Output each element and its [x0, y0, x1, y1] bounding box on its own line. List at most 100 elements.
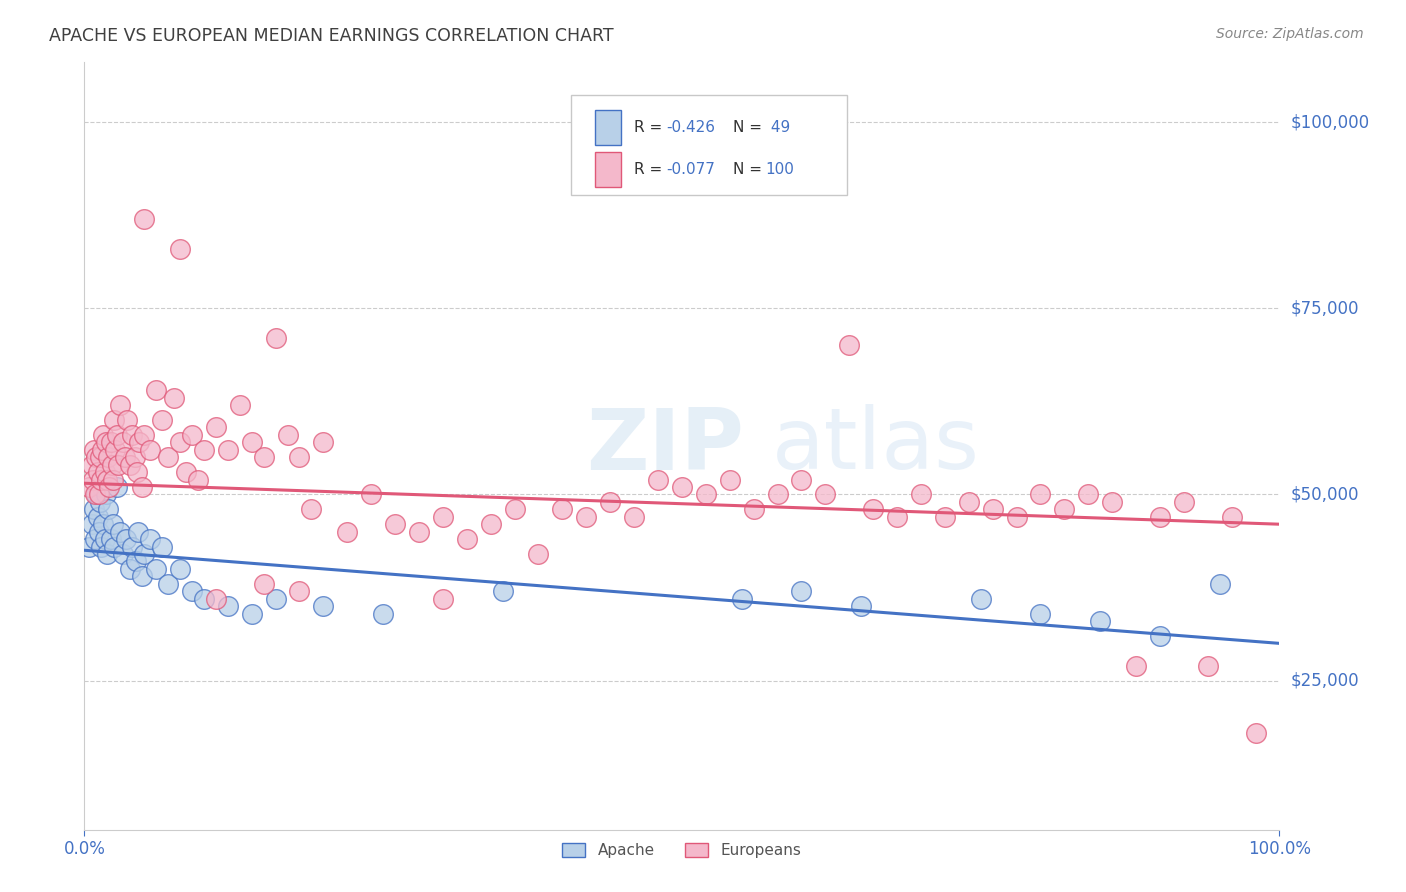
Point: [814, 487, 837, 501]
Point: [107, 458, 129, 472]
Point: [492, 584, 515, 599]
Point: [86, 509, 108, 524]
Point: [1149, 629, 1171, 643]
Point: [77, 540, 100, 554]
Point: [132, 211, 156, 226]
Point: [101, 473, 124, 487]
Point: [981, 502, 1004, 516]
Point: [647, 473, 669, 487]
Point: [1220, 509, 1243, 524]
Point: [121, 427, 143, 442]
Point: [240, 435, 263, 450]
Point: [118, 562, 141, 576]
Point: [145, 383, 167, 397]
Point: [94, 487, 117, 501]
Point: [623, 509, 645, 524]
Point: [87, 487, 110, 501]
Point: [432, 509, 454, 524]
Point: [125, 554, 148, 568]
Point: [83, 502, 105, 516]
Point: [264, 331, 287, 345]
Text: R =: R =: [634, 120, 668, 135]
Point: [193, 591, 215, 606]
Text: N =: N =: [734, 162, 768, 178]
Text: -0.077: -0.077: [666, 162, 716, 178]
Point: [77, 480, 100, 494]
Point: [93, 532, 115, 546]
Point: [110, 524, 132, 539]
Point: [312, 435, 335, 450]
Point: [128, 435, 150, 450]
Point: [91, 442, 114, 457]
Point: [86, 465, 108, 479]
Point: [288, 584, 311, 599]
Text: $75,000: $75,000: [1291, 299, 1360, 318]
Point: [105, 427, 128, 442]
Point: [163, 391, 186, 405]
Point: [94, 435, 117, 450]
Point: [96, 473, 118, 487]
Point: [217, 599, 239, 614]
Text: N =: N =: [734, 120, 768, 135]
Point: [86, 450, 108, 465]
Point: [86, 487, 108, 501]
Point: [503, 502, 526, 516]
Point: [97, 502, 120, 516]
Point: [104, 442, 127, 457]
Point: [1125, 658, 1147, 673]
Point: [124, 450, 146, 465]
Text: atlas: atlas: [772, 404, 980, 488]
Point: [253, 576, 276, 591]
Point: [599, 495, 621, 509]
Point: [80, 458, 103, 472]
Point: [89, 495, 111, 509]
Point: [1029, 607, 1052, 621]
Point: [970, 591, 993, 606]
Point: [1005, 509, 1028, 524]
Text: 49: 49: [766, 120, 790, 135]
Point: [1173, 495, 1195, 509]
Point: [264, 591, 287, 606]
Point: [121, 540, 143, 554]
Point: [240, 607, 263, 621]
Point: [139, 532, 162, 546]
Point: [83, 442, 105, 457]
Point: [384, 517, 406, 532]
Point: [312, 599, 335, 614]
Point: [111, 547, 134, 561]
Point: [205, 420, 228, 434]
FancyBboxPatch shape: [595, 110, 621, 145]
Point: [790, 473, 813, 487]
Point: [82, 473, 104, 487]
Point: [110, 398, 132, 412]
Legend: Apache, Europeans: Apache, Europeans: [557, 837, 807, 864]
Point: [174, 465, 197, 479]
Point: [934, 509, 956, 524]
Point: [150, 413, 173, 427]
Point: [118, 458, 141, 472]
Text: R =: R =: [634, 162, 668, 178]
Point: [84, 487, 107, 501]
Point: [1197, 658, 1219, 673]
Point: [1209, 576, 1232, 591]
Point: [98, 480, 121, 494]
Text: Source: ZipAtlas.com: Source: ZipAtlas.com: [1216, 27, 1364, 41]
Point: [127, 524, 149, 539]
Point: [408, 524, 430, 539]
Text: -0.426: -0.426: [666, 120, 716, 135]
Point: [103, 540, 125, 554]
Point: [217, 442, 239, 457]
Point: [1053, 502, 1076, 516]
Point: [117, 413, 139, 427]
Point: [132, 427, 156, 442]
Point: [479, 517, 502, 532]
Point: [336, 524, 359, 539]
Point: [1244, 725, 1267, 739]
Point: [288, 450, 311, 465]
Point: [115, 532, 138, 546]
Point: [114, 450, 136, 465]
Point: [301, 502, 323, 516]
Point: [131, 569, 153, 583]
Point: [373, 607, 395, 621]
Text: $100,000: $100,000: [1291, 113, 1369, 131]
